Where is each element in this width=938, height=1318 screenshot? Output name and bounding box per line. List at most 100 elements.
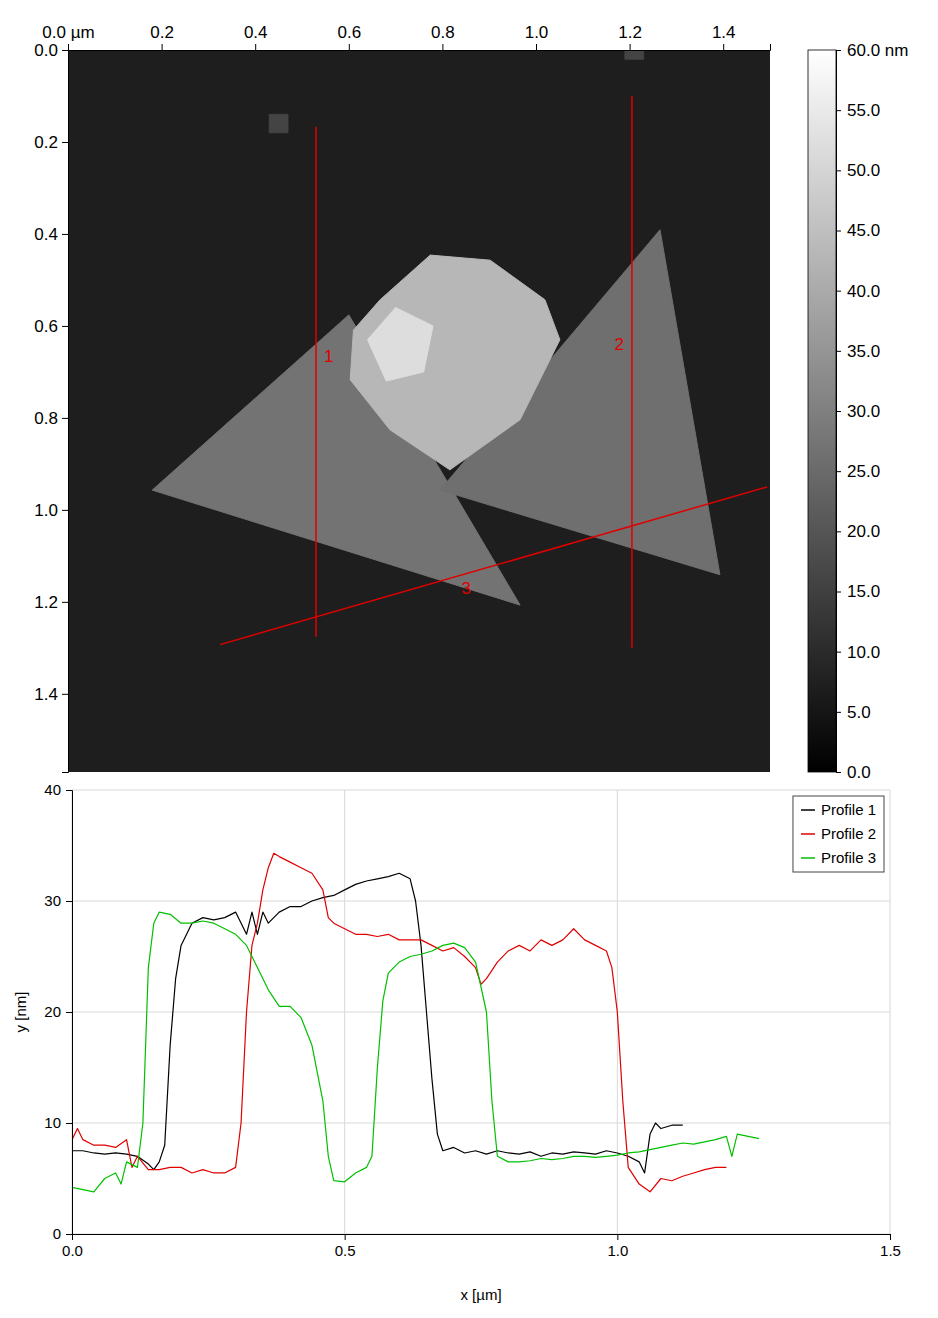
tick-label: 0.2 (34, 133, 58, 152)
tick-mark (442, 44, 443, 50)
tick-mark (617, 1234, 618, 1240)
tick-mark (62, 694, 68, 695)
tick-mark (62, 510, 68, 511)
tick-label: 45.0 (847, 221, 880, 240)
tick-label: 0.0 µm (42, 23, 94, 42)
grid-line (72, 1012, 890, 1013)
tick-label: 10.0 (847, 643, 880, 662)
tick-label: 20.0 (847, 522, 880, 541)
tick-mark (66, 790, 72, 791)
tick: 1.0 (34, 501, 68, 520)
tick-label: 0.0 (62, 1242, 83, 1259)
axis-line (69, 44, 771, 51)
tick-label: 30 (44, 892, 61, 909)
tick-mark (536, 44, 537, 50)
tick-mark (836, 652, 841, 653)
tick-label: 1.2 (618, 23, 642, 42)
tick-mark (723, 44, 724, 50)
tick-mark (349, 44, 350, 50)
tick-label: 15.0 (847, 582, 880, 601)
tick: 5.0 (836, 703, 871, 722)
tick: 30.0 (836, 402, 880, 421)
tick-mark (62, 418, 68, 419)
tick-label: 55.0 (847, 101, 880, 120)
tick-mark (66, 1123, 72, 1124)
tick: 0.0 (34, 41, 68, 60)
tick: 0.0 (836, 763, 871, 782)
x-axis: 0.0 0.5 1.0 1.5 (62, 1234, 901, 1259)
profile-line (631, 96, 633, 648)
tick-label: 1.0 (607, 1242, 628, 1259)
height-map (68, 50, 770, 772)
tick: 0 (53, 1225, 72, 1242)
tick-mark (255, 44, 256, 50)
tick-mark (836, 411, 841, 412)
tick-mark (836, 772, 841, 773)
y-axis: 0 10 20 30 40 (44, 781, 72, 1242)
tick-mark (62, 326, 68, 327)
tick: 50.0 (836, 161, 880, 180)
tick: 1.2 (34, 593, 68, 612)
tick: 1.5 (880, 1234, 901, 1259)
tick: 1.2 (618, 23, 642, 50)
tick-mark (836, 291, 841, 292)
tick: 55.0 (836, 101, 880, 120)
tick-label: 1.4 (34, 685, 58, 704)
tick: 0.8 (431, 23, 455, 50)
axis-line (66, 791, 73, 1235)
color-bar-axis: 0.0 5.0 10.0 15.0 20.0 25.0 30.0 35.0 40.0 45.0 50… (836, 41, 908, 782)
tick-label: 10 (44, 1114, 61, 1131)
tick-label: 0.8 (431, 23, 455, 42)
tick-label: 0.4 (244, 23, 268, 42)
flake (368, 308, 434, 382)
tick-mark (62, 602, 68, 603)
tick: 30 (44, 892, 72, 909)
tick: 1.0 (525, 23, 549, 50)
tick-mark (62, 142, 68, 143)
profile-curve (72, 873, 683, 1173)
tick-mark (890, 1234, 891, 1240)
grid (72, 790, 890, 1234)
y-axis-title: y [nm] (12, 992, 29, 1033)
tick-mark (66, 1234, 72, 1235)
tick: 25.0 (836, 462, 880, 481)
profile-label: 2 (614, 335, 623, 354)
tick-mark (836, 592, 841, 593)
tick: 20 (44, 1003, 72, 1020)
axis-line (837, 51, 842, 773)
tick-mark (62, 234, 68, 235)
tick: 0.2 (34, 133, 68, 152)
tick: 35.0 (836, 342, 880, 361)
color-bar (808, 50, 836, 772)
tick-mark (836, 351, 841, 352)
tick: 10 (44, 1114, 72, 1131)
tick-label: 1.4 (712, 23, 736, 42)
tick-mark (836, 471, 841, 472)
legend-swatch (801, 857, 815, 859)
tick: 0.8 (34, 409, 68, 428)
flake (625, 50, 644, 59)
tick-label: 20 (44, 1003, 61, 1020)
tick-label: 40.0 (847, 282, 880, 301)
tick: 1.0 (607, 1234, 628, 1259)
tick: 45.0 (836, 221, 880, 240)
profile-line (220, 487, 767, 645)
tick: 0.4 (34, 225, 68, 244)
legend-label: Profile 1 (821, 801, 876, 818)
tick-label: 40 (44, 781, 61, 798)
tick-mark (66, 901, 72, 902)
profile-curve (72, 912, 759, 1192)
tick: 40 (44, 781, 72, 798)
tick-mark (836, 170, 841, 171)
tick-label: 1.5 (880, 1242, 901, 1259)
tick-mark (836, 50, 841, 51)
tick-mark (836, 712, 841, 713)
tick-label: 0.8 (34, 409, 58, 428)
tick-label: 1.0 (34, 501, 58, 520)
tick-label: 1.0 (525, 23, 549, 42)
tick: 60.0 nm (836, 41, 908, 60)
flake (269, 114, 288, 132)
tick-mark (66, 1012, 72, 1013)
tick: 0.5 (335, 1234, 356, 1259)
tick-mark (836, 531, 841, 532)
